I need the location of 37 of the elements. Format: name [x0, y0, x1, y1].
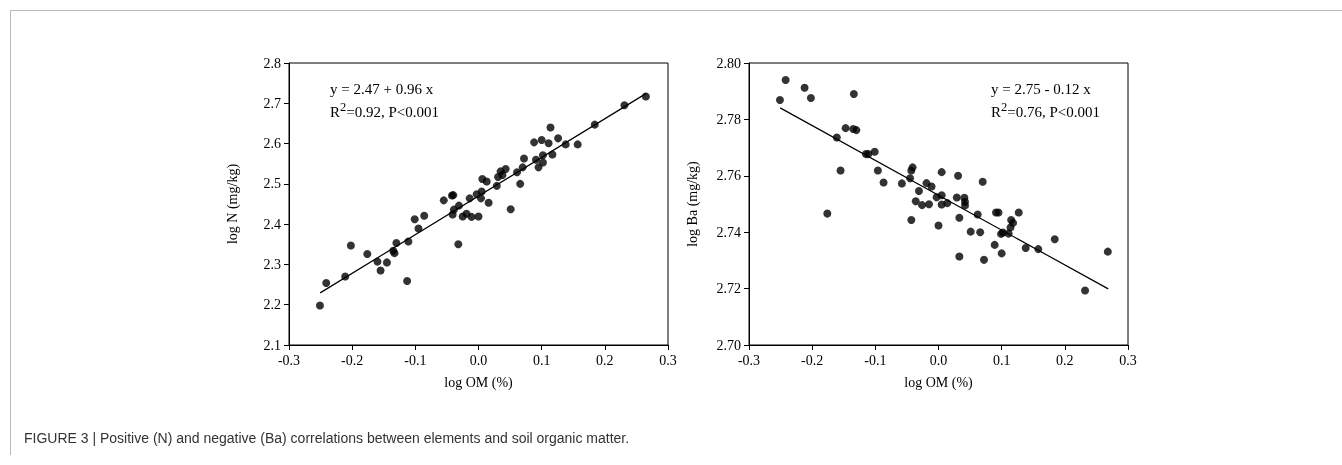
x-tick-label: 0.2 [596, 352, 614, 368]
y-axis-title: log N (mg/kg) [224, 163, 241, 245]
x-tick-label: -0.2 [801, 352, 824, 368]
annotation: R$^{2}$=0.76, P<0.001 [990, 100, 1100, 120]
x-axis-title: log OM (%) [444, 374, 514, 391]
caption: FIGURE 3 | Positive (N) and negative (Ba) correlations between elements and soil organic matter. [24, 430, 630, 446]
y-tick-label: 2.8 [263, 55, 281, 71]
y-tick-label: 2.72 [716, 281, 741, 297]
y-tick-label: 2.7 [263, 95, 281, 111]
y-tick-label: 2.5 [263, 176, 281, 192]
x-tick-label: -0.2 [341, 352, 364, 368]
x-tick-label: -0.1 [404, 352, 427, 368]
y-tick-label: 2.80 [716, 55, 741, 71]
y-axis-title: log Ba (mg/kg) [684, 160, 701, 247]
x-tick-label: 0.3 [1119, 352, 1137, 368]
x-tick-label: -0.1 [864, 352, 887, 368]
annotation: y = 2.75 - 0.12 x [990, 81, 1091, 97]
x-tick-label: -0.3 [737, 352, 761, 368]
y-tick-label: 2.2 [263, 297, 281, 313]
y-tick-label: 2.4 [263, 216, 281, 232]
y-tick-label: 2.74 [716, 224, 741, 240]
x-tick-label: 0.3 [659, 352, 677, 368]
x-tick-label: 0.1 [532, 352, 551, 368]
x-tick-label: -0.3 [277, 352, 301, 368]
x-axis-title: log OM (%) [904, 374, 974, 391]
y-tick-label: 2.3 [263, 256, 281, 272]
x-tick-label: 0.0 [469, 352, 488, 368]
y-tick-label: 2.1 [263, 337, 281, 353]
y-tick-label: 2.70 [716, 337, 741, 353]
annotation: R$^{2}$=0.92, P<0.001 [330, 100, 440, 120]
y-tick-label: 2.78 [716, 111, 741, 127]
x-tick-label: 0.0 [929, 352, 948, 368]
x-tick-label: 0.2 [1056, 352, 1074, 368]
annotation: y = 2.47 + 0.96 x [330, 81, 434, 97]
x-tick-label: 0.1 [992, 352, 1011, 368]
y-tick-label: 2.76 [716, 168, 741, 184]
y-tick-label: 2.6 [263, 136, 281, 152]
